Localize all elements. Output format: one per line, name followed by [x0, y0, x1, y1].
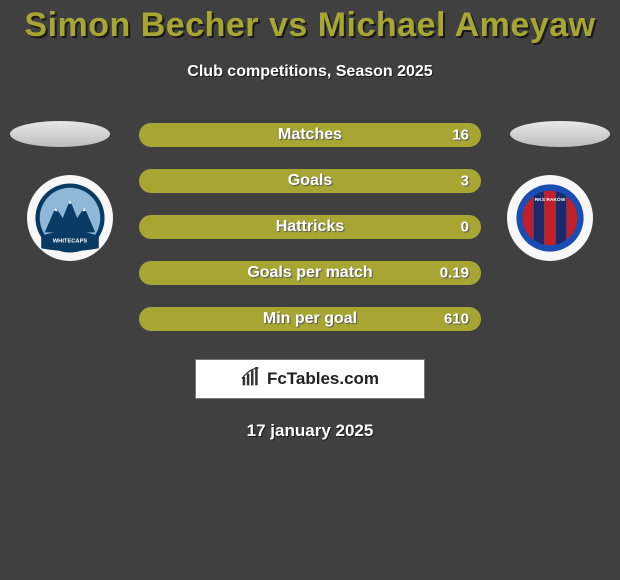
- stat-row: Hattricks 0: [139, 215, 481, 239]
- stat-label: Goals per match: [247, 264, 372, 282]
- player-ellipse-left: [10, 121, 110, 147]
- stats-rows: Matches 16 Goals 3 Hattricks 0 Goals per…: [139, 123, 481, 331]
- team-badge-right: RKS RAKÓW: [507, 175, 593, 261]
- subtitle: Club competitions, Season 2025: [0, 63, 620, 81]
- svg-text:WHITECAPS: WHITECAPS: [53, 238, 88, 244]
- chart-bars-icon: [241, 367, 261, 392]
- comparison-content: WHITECAPS RKS RAKÓW: [0, 123, 620, 441]
- stat-row: Goals per match 0.19: [139, 261, 481, 285]
- stat-value-right: 610: [444, 311, 469, 328]
- stat-row: Min per goal 610: [139, 307, 481, 331]
- brand-label: FcTables.com: [267, 369, 379, 389]
- team-badge-left: WHITECAPS: [27, 175, 113, 261]
- date-line: 17 january 2025: [0, 421, 620, 441]
- whitecaps-badge-icon: WHITECAPS: [34, 182, 106, 254]
- stat-row: Matches 16: [139, 123, 481, 147]
- stat-value-right: 16: [452, 127, 469, 144]
- fctables-logo: FcTables.com: [195, 359, 425, 399]
- stat-label: Goals: [288, 172, 332, 190]
- stat-label: Hattricks: [276, 218, 344, 236]
- stat-value-right: 0.19: [440, 265, 469, 282]
- player-ellipse-right: [510, 121, 610, 147]
- rakow-badge-icon: RKS RAKÓW: [515, 183, 585, 253]
- stat-label: Matches: [278, 126, 342, 144]
- page-title: Simon Becher vs Michael Ameyaw: [0, 0, 620, 45]
- stat-label: Min per goal: [263, 310, 357, 328]
- stat-row: Goals 3: [139, 169, 481, 193]
- stat-value-right: 0: [461, 219, 469, 236]
- stat-value-right: 3: [461, 173, 469, 190]
